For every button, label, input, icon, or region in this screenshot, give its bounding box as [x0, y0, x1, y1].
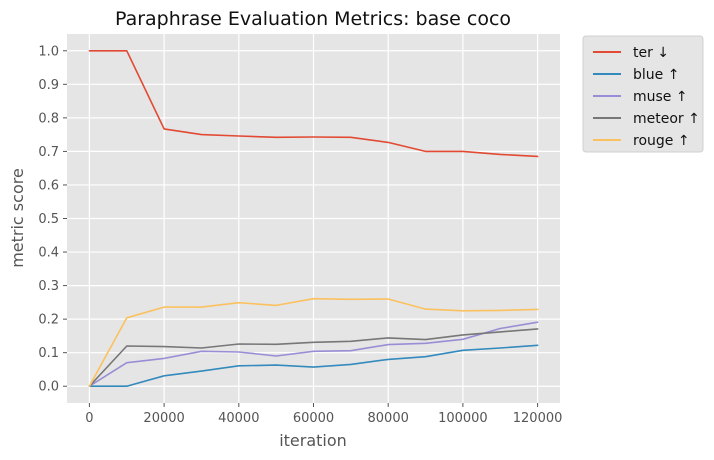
legend-label-muse: muse ↑	[633, 89, 688, 105]
y-axis-ticks: 0.0 0.1 0.2 0.3 0.4 0.5 0.6 0.7 0.8 0.9 1.0	[38, 44, 67, 395]
gridlines	[67, 34, 560, 403]
x-tick-label: 40000	[218, 411, 259, 426]
y-axis-label: metric score	[8, 168, 27, 268]
x-tick-label: 0	[85, 411, 93, 426]
series-line-blue	[88, 344, 539, 388]
legend-label-blue: blue ↑	[633, 67, 679, 83]
chart-title: Paraphrase Evaluation Metrics: base coco	[115, 8, 511, 30]
series-line-muse	[88, 321, 539, 388]
y-tick-label: 0.8	[38, 111, 59, 126]
y-tick-label: 0.1	[38, 346, 59, 361]
series-line-ter	[88, 49, 539, 158]
x-tick-label: 20000	[143, 411, 184, 426]
series-lines	[88, 49, 539, 388]
legend: ter ↓ blue ↑ muse ↑ meteor ↑ rouge ↑	[582, 35, 704, 153]
x-axis-label: iteration	[279, 431, 347, 450]
x-tick-label: 80000	[368, 411, 409, 426]
y-tick-label: 0.7	[38, 145, 59, 160]
y-tick-label: 0.3	[38, 279, 59, 294]
legend-box	[582, 35, 704, 153]
y-tick-label: 0.4	[38, 246, 59, 261]
y-tick-label: 0.0	[38, 380, 59, 395]
series-line-rouge	[88, 297, 539, 388]
x-tick-label: 120000	[513, 411, 563, 426]
y-tick-label: 0.5	[38, 212, 59, 227]
x-axis-ticks: 0 20000 40000 60000 80000 100000 120000	[85, 403, 562, 426]
legend-label-rouge: rouge ↑	[633, 133, 690, 149]
y-tick-label: 0.6	[38, 178, 59, 193]
y-tick-label: 0.9	[38, 78, 59, 93]
legend-label-ter: ter ↓	[633, 45, 669, 61]
series-line-meteor	[88, 328, 539, 388]
x-tick-label: 100000	[438, 411, 488, 426]
y-tick-label: 1.0	[38, 44, 59, 59]
y-tick-label: 0.2	[38, 313, 59, 328]
legend-label-meteor: meteor ↑	[633, 111, 700, 127]
x-tick-label: 60000	[293, 411, 334, 426]
